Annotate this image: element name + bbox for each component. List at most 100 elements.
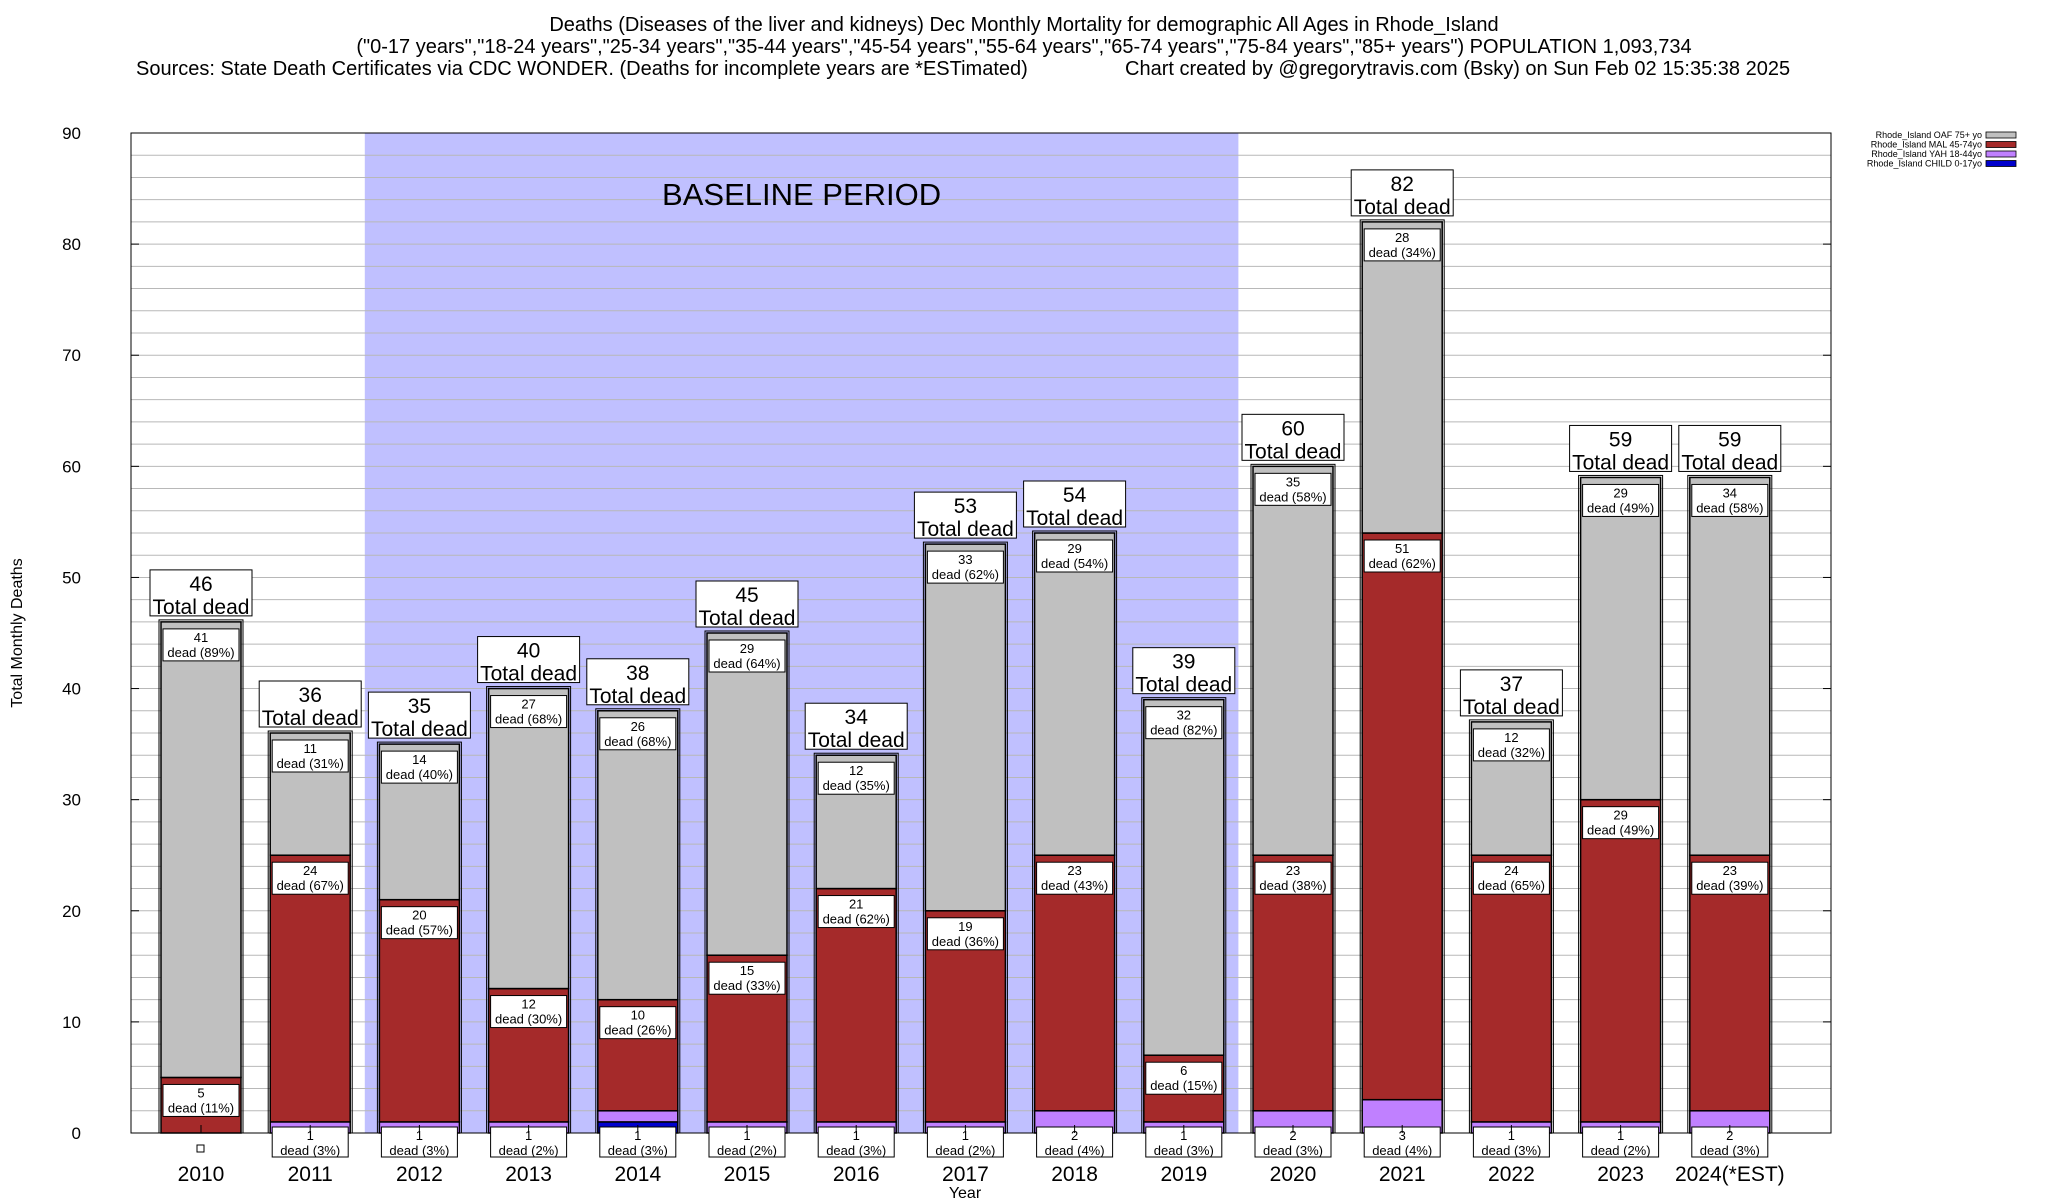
label-text: 59 bbox=[1609, 428, 1632, 451]
label-box bbox=[708, 961, 786, 995]
label-box bbox=[162, 1083, 240, 1117]
label-text: Total dead bbox=[1463, 696, 1560, 719]
label-box bbox=[258, 680, 362, 728]
label-box bbox=[1569, 424, 1673, 472]
label-text: dead (49%) bbox=[1587, 823, 1654, 838]
label-text: 5 bbox=[197, 1085, 204, 1100]
label-text: 2 bbox=[1071, 1128, 1078, 1143]
label-text: dead (36%) bbox=[932, 934, 999, 949]
bar-segment-oaf bbox=[1579, 476, 1662, 801]
label-text: dead (11%) bbox=[168, 1100, 234, 1115]
label-text: Total dead bbox=[371, 718, 468, 741]
label-box bbox=[1036, 861, 1114, 895]
label-box bbox=[1691, 861, 1769, 895]
label-text: dead (3%) bbox=[389, 1143, 449, 1158]
y-tick-label: 30 bbox=[62, 791, 81, 810]
label-text: 24 bbox=[303, 863, 317, 878]
label-text: Total dead bbox=[1572, 451, 1669, 474]
label-text: dead (3%) bbox=[826, 1143, 886, 1158]
sources-note: Sources: State Death Certificates via CD… bbox=[136, 58, 1028, 80]
bar-segment-mal bbox=[1689, 854, 1771, 1112]
label-text: dead (49%) bbox=[1587, 500, 1654, 515]
bar-segment-oaf bbox=[1143, 698, 1225, 1056]
y-tick-label: 20 bbox=[62, 902, 81, 921]
label-text: dead (38%) bbox=[1259, 878, 1326, 893]
label-box bbox=[1254, 472, 1332, 506]
chart-credit: Chart created by @gregorytravis.com (Bsk… bbox=[1125, 58, 1791, 80]
label-text: 1 bbox=[962, 1128, 969, 1143]
label-text: dead (33%) bbox=[713, 978, 780, 993]
label-text: 1 bbox=[1508, 1128, 1515, 1143]
label-box bbox=[1582, 806, 1660, 840]
label-box bbox=[695, 580, 799, 628]
label-text: 53 bbox=[954, 495, 977, 518]
legend-swatch-child bbox=[1985, 160, 2017, 167]
label-text: 10 bbox=[631, 1008, 645, 1023]
bar-segment-mal bbox=[1579, 798, 1662, 1123]
label-text: 6 bbox=[1180, 1063, 1187, 1078]
label-text: 29 bbox=[1067, 541, 1081, 556]
label-box bbox=[490, 695, 568, 729]
label-box bbox=[1472, 861, 1550, 895]
label-box bbox=[1459, 669, 1563, 717]
label-text: 51 bbox=[1395, 541, 1409, 556]
label-text: dead (3%) bbox=[1700, 1143, 1760, 1158]
label-box bbox=[913, 491, 1017, 539]
label-text: dead (89%) bbox=[167, 645, 234, 660]
x-tick-label: 2014 bbox=[614, 1163, 661, 1186]
label-text: 45 bbox=[735, 584, 758, 607]
label-text: 12 bbox=[521, 997, 535, 1012]
label-box bbox=[1363, 228, 1441, 262]
chart-title-line-2: ("0-17 years","18-24 years","25-34 years… bbox=[356, 36, 1692, 58]
label-text: dead (32%) bbox=[1478, 745, 1545, 760]
label-text: dead (58%) bbox=[1696, 500, 1763, 515]
bar-segment-oaf bbox=[1361, 221, 1443, 534]
label-text: 32 bbox=[1177, 708, 1191, 723]
label-text: 1 bbox=[1617, 1128, 1624, 1143]
label-text: dead (3%) bbox=[608, 1143, 668, 1158]
bar-segment-oaf bbox=[487, 687, 570, 990]
y-tick-label: 0 bbox=[72, 1124, 81, 1143]
label-text: 35 bbox=[1286, 474, 1300, 489]
label-box bbox=[586, 658, 690, 706]
label-box bbox=[162, 628, 240, 662]
bar-segment-mal bbox=[1252, 854, 1334, 1112]
label-text: 1 bbox=[307, 1128, 314, 1143]
label-text: dead (68%) bbox=[604, 734, 671, 749]
label-text: 36 bbox=[299, 684, 322, 707]
y-tick-label: 70 bbox=[62, 346, 81, 365]
label-text: Total dead bbox=[153, 596, 250, 619]
label-text: 2 bbox=[1726, 1128, 1733, 1143]
label-text: 59 bbox=[1718, 428, 1741, 451]
bar-segment-oaf bbox=[706, 632, 788, 956]
legend-swatch-oaf bbox=[1985, 131, 2017, 139]
label-text: dead (3%) bbox=[280, 1143, 340, 1158]
legend-label: Rhode_Island CHILD 0-17yo bbox=[1867, 159, 1982, 169]
label-text: dead (4%) bbox=[1372, 1143, 1432, 1158]
label-text: 1 bbox=[525, 1128, 532, 1143]
label-text: 34 bbox=[845, 706, 869, 729]
label-text: 40 bbox=[517, 640, 540, 663]
y-tick-label: 90 bbox=[62, 124, 81, 143]
label-box bbox=[477, 636, 581, 684]
y-tick-label: 10 bbox=[62, 1013, 81, 1032]
